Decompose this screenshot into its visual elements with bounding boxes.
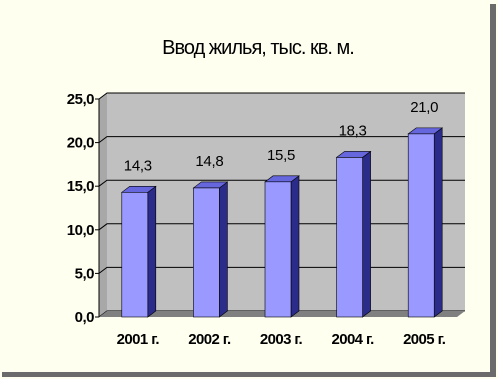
category-label: 2004 г. xyxy=(331,331,374,348)
category-label: 2003 г. xyxy=(260,331,303,348)
y-tick-label: 5,0 xyxy=(75,265,95,282)
category-labels: 2001 г. 2002 г. 2003 г. 2004 г. 2005 г. xyxy=(117,331,447,348)
grid-line xyxy=(98,136,465,144)
bar xyxy=(264,175,300,318)
frame-shadow-bottom xyxy=(2,372,496,377)
bar xyxy=(407,127,444,318)
data-label: 14,3 xyxy=(124,157,152,174)
category-label: 2002 г. xyxy=(188,331,231,348)
bar-side xyxy=(433,127,443,318)
y-tick-labels: 0,0 5,0 10,0 15,0 20,0 25,0 xyxy=(67,91,95,326)
category-label: 2001 г. xyxy=(117,331,160,348)
y-tick-label: 15,0 xyxy=(67,178,94,195)
chart-title: Ввод жилья, тыс. кв. м. xyxy=(162,37,354,59)
data-label: 18,3 xyxy=(339,122,367,139)
bar-front xyxy=(407,133,435,318)
bar xyxy=(192,181,229,318)
bar xyxy=(120,185,157,318)
bar-side xyxy=(219,181,228,318)
bars xyxy=(120,127,444,318)
bar-side xyxy=(362,150,371,318)
bar-front xyxy=(121,192,149,318)
frame-shadow-right xyxy=(490,4,496,375)
data-label: 14,8 xyxy=(195,153,223,170)
category-label: 2005 г. xyxy=(403,331,446,348)
bar-side xyxy=(290,175,300,318)
bar-side xyxy=(147,185,157,318)
y-tick-label: 0,0 xyxy=(75,309,95,326)
y-tick-label: 20,0 xyxy=(67,135,94,152)
grid-line xyxy=(98,92,465,100)
data-label: 15,5 xyxy=(267,147,295,164)
y-tick-label: 25,0 xyxy=(67,91,94,108)
data-label: 21,0 xyxy=(410,99,438,116)
bar-front xyxy=(193,187,220,318)
bar xyxy=(335,150,372,318)
y-axis xyxy=(95,98,100,318)
y-tick-label: 10,0 xyxy=(67,222,94,239)
bar-front xyxy=(264,181,292,318)
bar-front xyxy=(336,157,363,318)
side-wall xyxy=(99,93,107,317)
data-labels: 14,3 14,8 15,5 18,3 21,0 xyxy=(124,99,439,174)
